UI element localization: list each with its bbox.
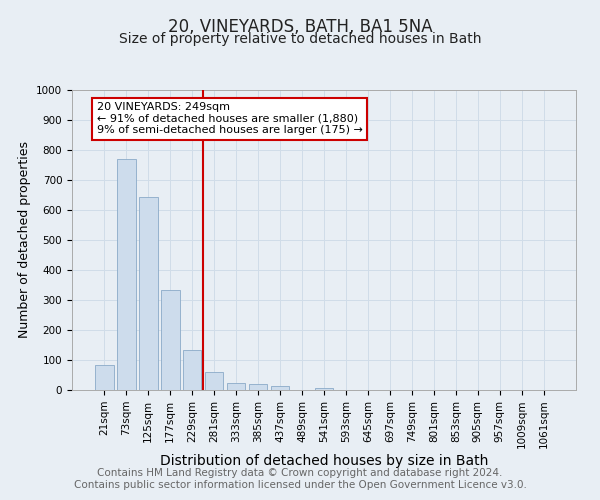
Bar [249,384,268,390]
Bar [183,350,202,390]
Bar [314,388,334,390]
Text: 20 VINEYARDS: 249sqm
← 91% of detached houses are smaller (1,880)
9% of semi-det: 20 VINEYARDS: 249sqm ← 91% of detached h… [97,102,362,135]
Bar [161,290,179,390]
Bar [117,159,136,390]
Bar [271,386,289,390]
Bar [205,372,223,390]
Bar [95,365,113,390]
Text: Size of property relative to detached houses in Bath: Size of property relative to detached ho… [119,32,481,46]
Bar [227,383,245,390]
Bar [139,197,158,390]
X-axis label: Distribution of detached houses by size in Bath: Distribution of detached houses by size … [160,454,488,468]
Text: Contains HM Land Registry data © Crown copyright and database right 2024.
Contai: Contains HM Land Registry data © Crown c… [74,468,526,490]
Text: 20, VINEYARDS, BATH, BA1 5NA: 20, VINEYARDS, BATH, BA1 5NA [167,18,433,36]
Y-axis label: Number of detached properties: Number of detached properties [17,142,31,338]
